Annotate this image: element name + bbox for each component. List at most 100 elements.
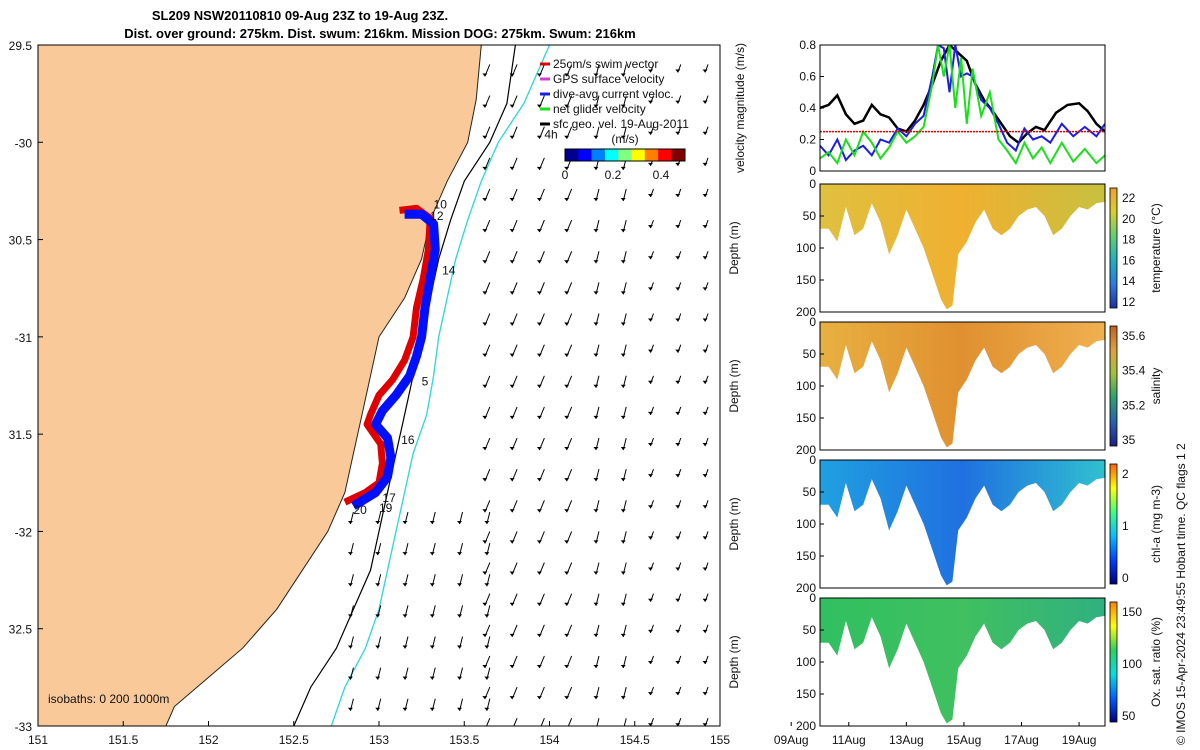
velocity-arrowhead — [702, 443, 708, 447]
velocity-arrowhead — [536, 384, 542, 388]
x-tick-label: 152.5 — [279, 733, 309, 747]
velocity-arrowhead — [593, 633, 599, 637]
legend-entry: sfc geo. vel. 19-Aug-2011 — [553, 117, 689, 131]
velocity-arrowhead — [457, 583, 463, 587]
velocity-arrowhead — [482, 384, 488, 388]
velocity-arrowhead — [702, 100, 708, 104]
velocity-arrowhead — [593, 73, 599, 77]
velocity-arrowhead — [702, 380, 708, 384]
velocity-y-tick-label: 0.6 — [799, 70, 816, 84]
section-y-tick-label: 200 — [796, 719, 816, 733]
velocity-arrowhead — [593, 104, 599, 108]
section-colorbar-label: Ox. sat. ratio (%) — [1149, 617, 1163, 707]
section-colorbar-tick-label: 35 — [1122, 433, 1136, 447]
velocity-arrowhead — [675, 567, 681, 571]
velocity-arrowhead — [648, 349, 654, 353]
section-colorbar-tick-label: 1 — [1122, 519, 1129, 533]
velocity-arrowhead — [509, 197, 515, 201]
velocity-arrowhead — [375, 676, 381, 680]
colorbar-cell — [578, 149, 592, 161]
velocity-arrowhead — [375, 645, 381, 649]
velocity-arrowhead — [675, 69, 681, 73]
section-y-tick-label: 100 — [796, 379, 816, 393]
velocity-arrowhead — [536, 478, 542, 482]
velocity-arrowhead — [620, 447, 626, 451]
velocity-arrowhead — [620, 633, 626, 637]
x-tick-label: 151.5 — [108, 733, 138, 747]
section-data-fill — [820, 322, 1105, 448]
y-tick-label: 31.5 — [9, 428, 33, 442]
velocity-arrowhead — [402, 614, 408, 618]
velocity-arrowhead — [593, 509, 599, 513]
velocity-arrowhead — [482, 415, 488, 419]
depth-section-panel: 0 50 100 150 200 Depth (m) 50 100 150 Ox. sat. ra… — [727, 591, 1163, 747]
velocity-arrowhead — [620, 664, 626, 668]
velocity-arrowhead — [536, 602, 542, 606]
velocity-arrowhead — [484, 707, 490, 711]
velocity-arrowhead — [509, 602, 515, 606]
x-tick-label: 151 — [28, 733, 48, 747]
x-tick-label: 153 — [369, 733, 389, 747]
velocity-arrowhead — [564, 633, 570, 637]
velocity-arrowhead — [375, 614, 381, 618]
velocity-arrowhead — [429, 614, 435, 618]
velocity-arrowhead — [537, 727, 542, 730]
velocity-arrowhead — [375, 520, 381, 524]
velocity-arrowhead — [484, 552, 490, 556]
velocity-arrowhead — [347, 614, 353, 618]
velocity-arrowhead — [509, 509, 515, 513]
velocity-arrowhead — [484, 676, 490, 680]
velocity-arrowhead — [509, 664, 515, 668]
velocity-arrowhead — [482, 166, 488, 170]
velocity-arrowhead — [675, 131, 681, 135]
velocity-arrowhead — [621, 727, 626, 730]
velocity-arrowhead — [536, 353, 542, 357]
velocity-arrowhead — [509, 415, 515, 419]
section-colorbar-tick-label: 12 — [1122, 295, 1136, 309]
section-colorbar-tick-label: 150 — [1122, 605, 1142, 619]
velocity-arrowhead — [648, 193, 654, 197]
velocity-arrowhead — [593, 478, 599, 482]
section-colorbar-tick-label: 35.6 — [1122, 329, 1146, 343]
colorbar-cell — [631, 149, 645, 161]
velocity-arrowhead — [648, 69, 654, 73]
velocity-arrowhead — [509, 104, 515, 108]
velocity-arrowhead — [564, 509, 570, 513]
velocity-arrowhead — [702, 162, 708, 166]
velocity-arrowhead — [702, 629, 708, 633]
isobaths-label: isobaths: 0 200 1000m — [48, 692, 169, 706]
velocity-arrowhead — [536, 509, 542, 513]
velocity-arrowhead — [402, 645, 408, 649]
velocity-arrowhead — [675, 287, 681, 291]
colorbar-cell — [591, 149, 606, 161]
velocity-arrowhead — [564, 197, 570, 201]
section-y-tick-label: 100 — [796, 655, 816, 669]
x-tick-label: 154.5 — [620, 733, 650, 747]
velocity-arrowhead — [648, 723, 654, 726]
velocity-arrowhead — [675, 598, 681, 602]
velocity-arrowhead — [402, 676, 408, 680]
section-x-tick-label: 19Aug — [1062, 733, 1097, 747]
velocity-arrowhead — [482, 322, 488, 326]
velocity-arrowhead — [593, 540, 599, 544]
section-data-fill — [820, 184, 1105, 310]
velocity-arrowhead — [536, 415, 542, 419]
velocity-arrowhead — [675, 349, 681, 353]
velocity-arrowhead — [648, 318, 654, 322]
velocity-arrowhead — [564, 166, 570, 170]
section-colorbar-tick-label: 2 — [1122, 467, 1129, 481]
section-y-tick-label: 200 — [796, 581, 816, 595]
velocity-arrowhead — [429, 645, 435, 649]
velocity-arrowhead — [675, 380, 681, 384]
velocity-arrow — [513, 718, 518, 726]
velocity-arrowhead — [375, 552, 381, 556]
velocity-arrowhead — [536, 447, 542, 451]
velocity-magnitude-plot: 0 0.2 0.4 0.6 0.8 velocity magnitude (m/s) — [733, 38, 1106, 178]
velocity-arrowhead — [620, 540, 626, 544]
velocity-arrowhead — [620, 197, 626, 201]
colorbar-cell — [604, 149, 619, 161]
legend-entry: GPS surface velocity — [553, 72, 664, 86]
